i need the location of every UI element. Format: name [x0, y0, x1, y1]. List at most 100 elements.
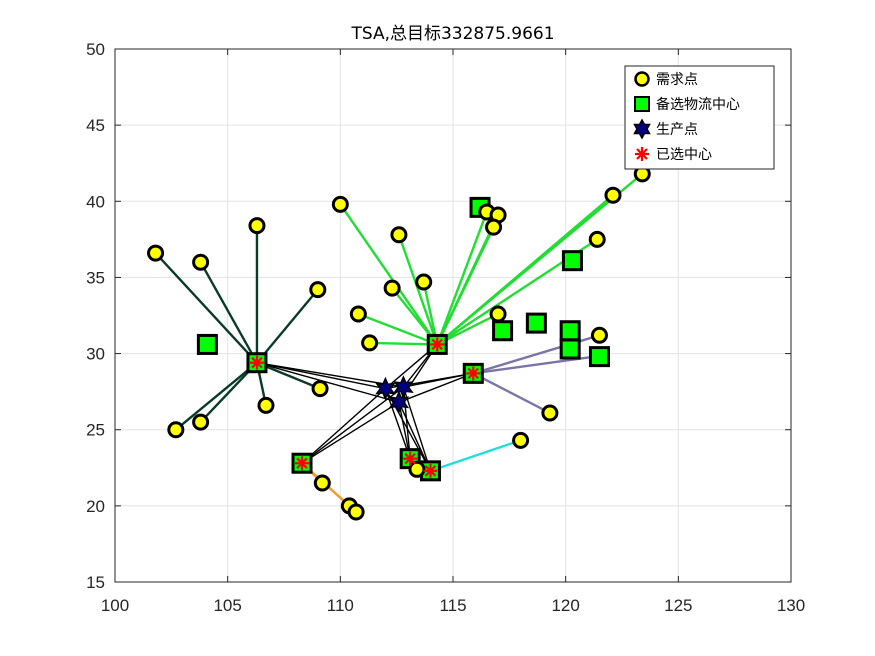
legend-label-selected: 已选中心	[656, 147, 712, 163]
legend-selected-icon	[635, 147, 649, 161]
assignment-line	[369, 341, 438, 346]
selected-center-marker	[430, 337, 445, 352]
selected-center-stroke	[251, 357, 263, 369]
demand-point-marker	[541, 404, 559, 422]
y-tick-label: 35	[86, 268, 105, 287]
assignment-line	[436, 172, 644, 346]
axis-ticks: 100 105 110 115 120 125 130 15 20 25 30 35 40 45 50	[86, 40, 805, 615]
assignment-line	[256, 288, 319, 364]
production-link	[384, 388, 432, 472]
y-tick-label: 50	[86, 40, 105, 59]
demand-point-marker	[361, 334, 379, 352]
x-tick-label: 115	[439, 596, 466, 615]
demand-point-marker	[415, 273, 433, 291]
candidate-center-marker	[525, 312, 547, 334]
demand-point-marker	[588, 230, 606, 248]
y-tick-label: 15	[86, 573, 105, 592]
demand-point-marker	[147, 244, 165, 262]
production-link	[403, 372, 474, 388]
legend-label-production: 生产点	[656, 122, 698, 138]
production-link	[256, 362, 400, 403]
candidate-center-marker	[559, 338, 581, 360]
production-link	[398, 402, 432, 472]
x-tick-label: 110	[327, 596, 354, 615]
demand-point-marker	[489, 305, 507, 323]
assignment-line	[472, 372, 551, 415]
selected-center-stroke	[404, 452, 416, 465]
y-tick-label: 30	[86, 345, 105, 364]
selected-center-marker	[249, 355, 264, 370]
assignment-line	[199, 261, 259, 364]
demand-point-marker	[383, 279, 401, 297]
production-link	[301, 386, 404, 464]
x-tick-label: 100	[101, 596, 129, 615]
legend-box	[624, 65, 775, 170]
y-tick-label: 25	[86, 421, 105, 440]
assignment-line	[154, 252, 258, 364]
demand-point-marker	[485, 218, 503, 236]
selected-center-stroke	[431, 338, 443, 351]
chart-title: TSA,总目标332875.9661	[350, 24, 554, 44]
demand-point-marker	[604, 186, 622, 204]
candidate-center-marker	[559, 320, 581, 342]
demand-point-marker	[349, 305, 367, 323]
demand-point-marker	[192, 253, 210, 271]
demand-point-marker	[331, 195, 349, 213]
legend-label-demand: 需求点	[656, 72, 698, 88]
edges	[154, 172, 644, 513]
demand-point-marker	[347, 503, 365, 521]
assignment-line	[357, 312, 438, 346]
assignment-line	[397, 234, 439, 345]
assignment-line	[436, 211, 488, 345]
demand-point-marker	[167, 421, 185, 439]
selected-center-marker	[423, 463, 438, 478]
production-link	[301, 401, 400, 464]
demand-point-marker	[512, 431, 530, 449]
demand-point-marker	[390, 226, 408, 244]
demand-point-marker	[248, 217, 266, 235]
x-tick-label: 130	[777, 596, 805, 615]
assignment-line	[256, 361, 321, 390]
demand-point-marker	[309, 281, 327, 299]
assignment-line	[436, 226, 495, 345]
demand-point-marker	[257, 396, 275, 414]
assignment-line	[430, 439, 521, 472]
legend: 需求点 备选物流中心 生产点 已选中心	[624, 65, 775, 170]
y-tick-label: 45	[86, 116, 105, 135]
demand-point-marker	[408, 460, 426, 478]
y-tick-label: 40	[86, 192, 105, 211]
x-tick-label: 120	[551, 596, 579, 615]
x-tick-label: 105	[213, 596, 241, 615]
y-tick-label: 20	[86, 497, 105, 516]
selected-center-marker	[295, 456, 310, 471]
demand-point-marker	[192, 413, 210, 431]
production-point-marker	[388, 390, 410, 415]
production-link	[256, 362, 386, 390]
selected-center-marker	[466, 366, 481, 381]
production-link	[402, 386, 432, 472]
legend-production-icon	[633, 118, 651, 140]
x-tick-label: 125	[664, 596, 692, 615]
candidate-center-marker	[196, 333, 218, 355]
production-point-marker	[375, 376, 396, 401]
assignment-line	[339, 203, 439, 346]
production-link	[384, 388, 411, 459]
candidate-center-marker	[561, 250, 583, 272]
selected-center-stroke	[467, 367, 479, 380]
demand-point-marker	[590, 326, 608, 344]
selected-center-stroke	[424, 465, 437, 477]
selected-center-stroke	[296, 457, 308, 469]
markers	[147, 165, 651, 521]
production-link	[398, 372, 474, 403]
selected-center-marker	[403, 451, 418, 466]
assignment-line	[175, 361, 258, 431]
legend-demand-icon	[634, 71, 650, 87]
production-link	[301, 388, 386, 464]
legend-label-candidate: 备选物流中心	[656, 96, 740, 113]
candidate-center-marker	[492, 320, 514, 342]
demand-point-marker	[313, 474, 331, 492]
demand-point-marker	[311, 380, 329, 398]
production-link	[256, 362, 404, 388]
legend-candidate-icon	[634, 96, 650, 112]
